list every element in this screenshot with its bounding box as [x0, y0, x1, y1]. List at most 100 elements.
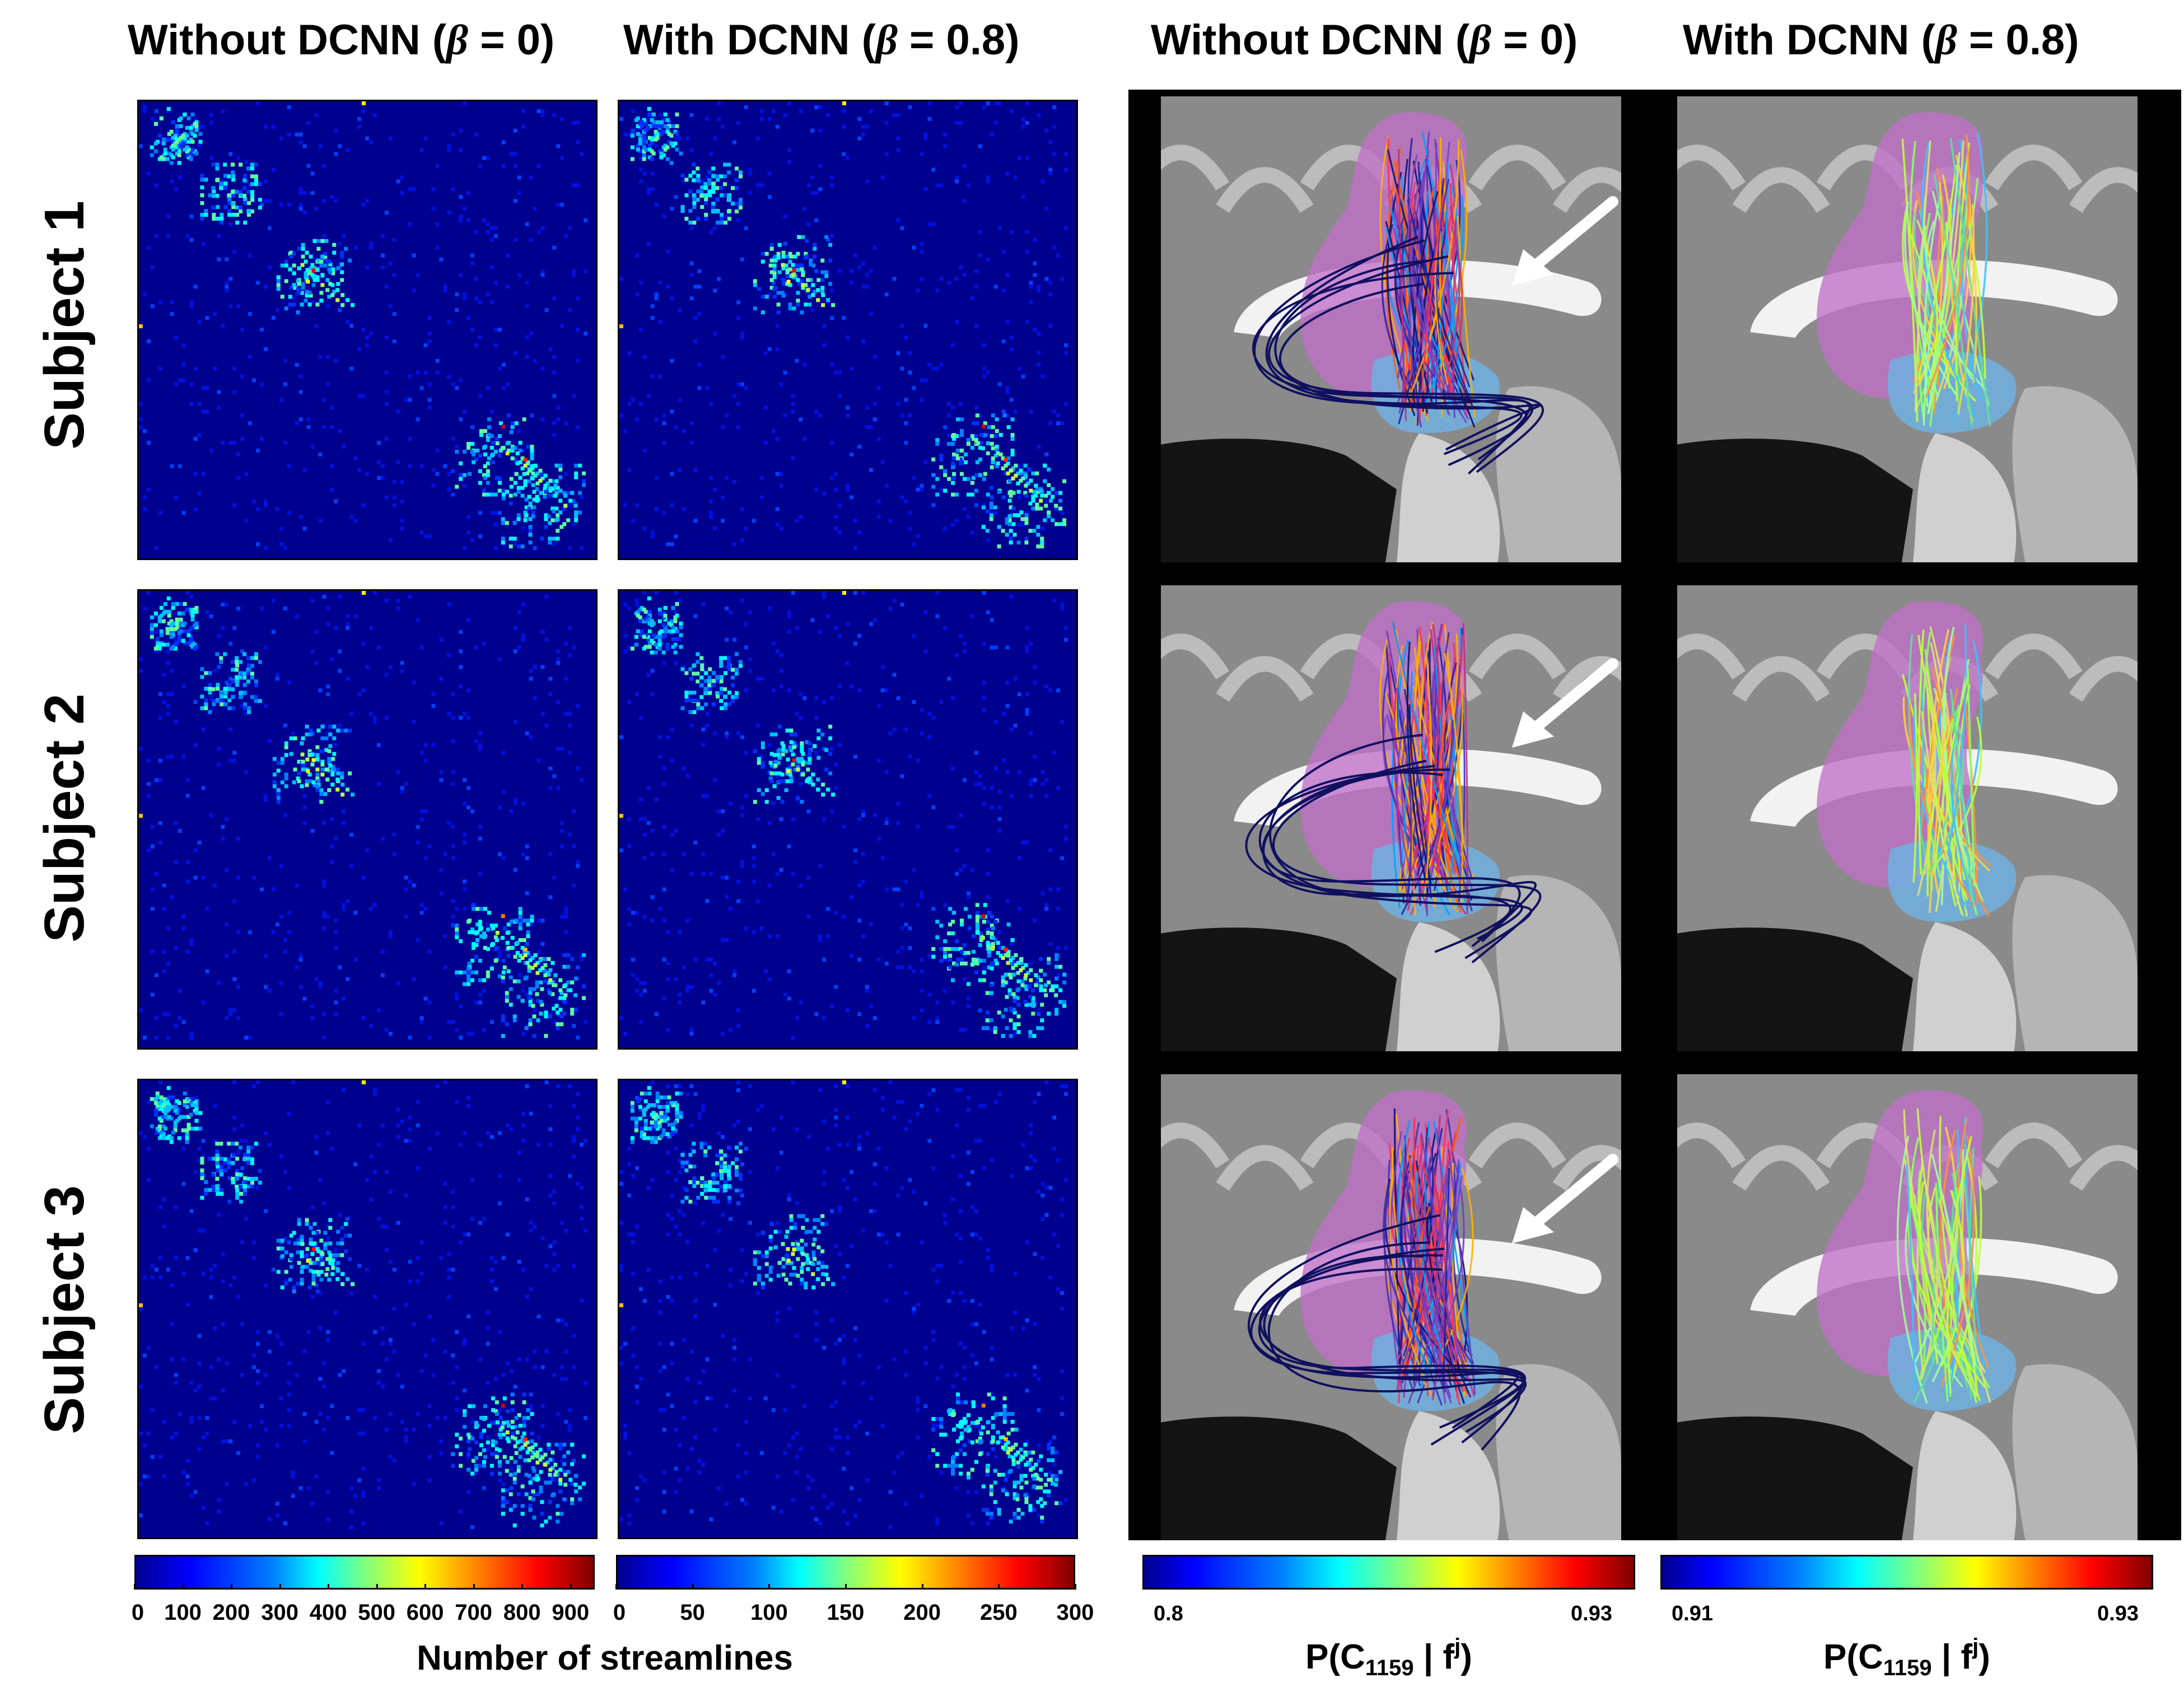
matrix-cell	[1005, 533, 1009, 537]
matrix-cell	[830, 234, 834, 238]
matrix-cell	[330, 425, 334, 430]
matrix-cell	[642, 153, 646, 157]
matrix-cell	[165, 627, 170, 631]
matrix-cell	[568, 503, 572, 507]
matrix-cell	[170, 895, 174, 900]
matrix-cell	[716, 679, 720, 683]
matrix-cell	[759, 476, 764, 480]
matrix-cell	[568, 1427, 572, 1432]
matrix-cell	[1001, 945, 1005, 950]
matrix-cell	[646, 125, 650, 130]
matrix-cell	[789, 254, 794, 259]
matrix-cell	[544, 1264, 549, 1268]
matrix-cell	[738, 174, 743, 179]
matrix-cell	[696, 672, 700, 676]
matrix-cell	[789, 748, 794, 752]
matrix-cell	[824, 235, 829, 239]
matrix-cell	[174, 1205, 178, 1209]
matrix-cell	[513, 164, 517, 168]
matrix-cell	[259, 203, 264, 207]
matrix-cell	[325, 777, 330, 782]
matrix-cell	[971, 476, 976, 480]
matrix-cell	[759, 495, 764, 500]
matrix-cell	[276, 800, 281, 804]
matrix-cell	[501, 386, 506, 390]
matrix-cell	[826, 237, 830, 242]
matrix-cell	[974, 473, 978, 477]
matrix-cell	[573, 993, 578, 998]
matrix-cell	[989, 517, 993, 521]
matrix-cell	[986, 940, 990, 945]
matrix-cell	[715, 186, 720, 190]
matrix-cell	[455, 1396, 459, 1401]
matrix-cell	[647, 155, 652, 160]
matrix-cell	[912, 386, 916, 390]
matrix-cell	[158, 821, 162, 825]
matrix-cell	[662, 887, 666, 892]
matrix-cell	[298, 203, 303, 207]
matrix-cell	[627, 922, 631, 927]
matrix-cell	[297, 266, 301, 271]
matrix-cell	[1007, 518, 1012, 523]
matrix-cell	[447, 144, 451, 148]
matrix-cell	[267, 1349, 272, 1354]
matrix-cell	[209, 1267, 213, 1272]
matrix-cell	[717, 116, 721, 121]
matrix-cell	[654, 129, 658, 134]
matrix-cell	[986, 101, 990, 105]
matrix-cell	[175, 602, 179, 606]
matrix-cell	[1048, 942, 1053, 946]
matrix-cell	[334, 1248, 338, 1252]
matrix-cell	[255, 507, 260, 511]
matrix-cell	[552, 537, 556, 541]
matrix-cell	[1040, 179, 1045, 184]
matrix-cell	[540, 961, 545, 966]
matrix-cell	[705, 175, 710, 180]
matrix-cell	[1007, 522, 1012, 526]
matrix-cell	[288, 295, 292, 299]
matrix-cell	[1048, 292, 1053, 297]
matrix-cell	[158, 1256, 162, 1260]
matrix-cell	[291, 1080, 295, 1084]
matrix-cell	[696, 706, 701, 710]
matrix-cell	[659, 151, 664, 156]
matrix-cell	[544, 723, 549, 728]
matrix-cell	[205, 969, 209, 973]
matrix-cell	[208, 671, 212, 675]
matrix-cell	[785, 270, 790, 274]
matrix-cell	[564, 421, 568, 426]
matrix-cell	[231, 202, 235, 206]
matrix-cell	[935, 614, 940, 618]
matrix-cell	[335, 777, 340, 782]
matrix-cell	[568, 1084, 572, 1088]
matrix-cell	[295, 292, 299, 297]
matrix-cell	[361, 503, 366, 507]
matrix-cell	[171, 139, 175, 144]
matrix-cell	[884, 770, 889, 775]
matrix-cell	[493, 226, 498, 230]
matrix-cell	[554, 491, 559, 495]
matrix-cell	[474, 943, 479, 947]
matrix-cell	[380, 1224, 385, 1229]
matrix-cell	[838, 684, 842, 689]
matrix-cell	[330, 195, 334, 199]
matrix-cell	[540, 269, 545, 273]
matrix-cell	[236, 606, 241, 611]
matrix-cell	[419, 1369, 424, 1373]
matrix-cell	[744, 226, 748, 230]
matrix-cell	[535, 481, 540, 486]
matrix-cell	[523, 510, 528, 515]
matrix-cell	[650, 639, 654, 643]
matrix-cell	[305, 724, 309, 729]
matrix-cell	[310, 828, 315, 833]
matrix-cell	[517, 273, 521, 277]
matrix-cell	[869, 922, 873, 927]
matrix-cell	[830, 441, 834, 445]
matrix-cell	[1019, 468, 1023, 473]
matrix-cell	[508, 1003, 513, 1007]
matrix-cell	[193, 122, 197, 126]
matrix-cell	[388, 930, 393, 934]
matrix-cell	[1017, 856, 1021, 860]
matrix-cell	[558, 467, 563, 472]
matrix-cell	[943, 989, 948, 993]
